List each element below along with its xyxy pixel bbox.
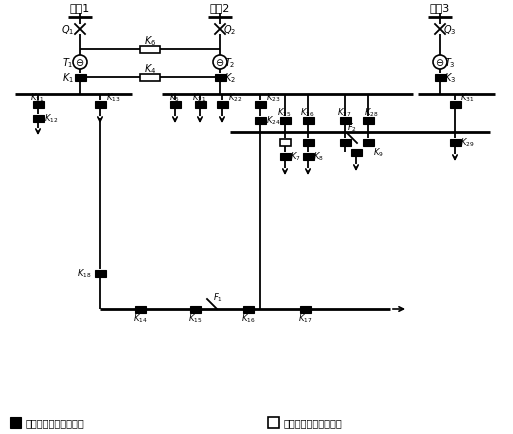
Text: $K_{16}$: $K_{16}$ bbox=[241, 312, 255, 325]
Bar bbox=[280, 139, 290, 146]
Text: $T_1$: $T_1$ bbox=[62, 56, 74, 70]
Bar bbox=[340, 117, 350, 124]
Text: $K_{24}$: $K_{24}$ bbox=[266, 115, 280, 127]
Text: $K_1$: $K_1$ bbox=[62, 71, 74, 85]
Circle shape bbox=[433, 56, 447, 70]
Bar bbox=[140, 46, 160, 53]
Text: $K_{29}$: $K_{29}$ bbox=[460, 136, 474, 149]
Bar bbox=[32, 101, 44, 108]
Bar bbox=[254, 117, 266, 124]
Text: $Q_2$: $Q_2$ bbox=[223, 23, 236, 37]
Text: 电源2: 电源2 bbox=[210, 3, 230, 13]
Bar bbox=[340, 139, 350, 146]
Text: $K_{26}$: $K_{26}$ bbox=[300, 106, 314, 119]
Bar bbox=[94, 101, 106, 108]
Text: $T_3$: $T_3$ bbox=[444, 56, 456, 70]
Bar bbox=[194, 101, 206, 108]
Text: 表示开关处于闭合状态: 表示开关处于闭合状态 bbox=[26, 417, 85, 427]
Text: $K_{15}$: $K_{15}$ bbox=[188, 312, 202, 325]
Text: $K_{25}$: $K_{25}$ bbox=[277, 106, 291, 119]
Text: $Q_1$: $Q_1$ bbox=[62, 23, 75, 37]
Bar bbox=[94, 270, 106, 277]
Bar bbox=[300, 306, 310, 313]
Bar bbox=[303, 153, 313, 160]
Bar bbox=[32, 115, 44, 122]
Text: $K_8$: $K_8$ bbox=[312, 151, 323, 163]
Bar bbox=[363, 139, 373, 146]
Text: $K_4$: $K_4$ bbox=[144, 62, 156, 76]
Bar bbox=[74, 74, 86, 81]
Text: $K_3$: $K_3$ bbox=[444, 71, 456, 85]
Bar bbox=[189, 306, 201, 313]
Bar bbox=[134, 306, 146, 313]
Bar bbox=[350, 149, 362, 156]
Text: $K_{13}$: $K_{13}$ bbox=[106, 92, 120, 104]
Text: 表示开关处于断开状态: 表示开关处于断开状态 bbox=[284, 417, 343, 427]
Text: $K_{31}$: $K_{31}$ bbox=[460, 92, 474, 104]
Text: $\ominus$: $\ominus$ bbox=[215, 57, 225, 68]
Text: $K_{23}$: $K_{23}$ bbox=[266, 92, 280, 104]
Text: $K_{14}$: $K_{14}$ bbox=[133, 312, 147, 325]
Text: $K_{21}$: $K_{21}$ bbox=[192, 92, 206, 104]
Text: 电源1: 电源1 bbox=[70, 3, 90, 13]
Bar bbox=[435, 74, 445, 81]
Bar bbox=[254, 101, 266, 108]
Text: $K_{11}$: $K_{11}$ bbox=[30, 92, 44, 104]
Text: 电源3: 电源3 bbox=[430, 3, 450, 13]
Text: $T_2$: $T_2$ bbox=[224, 56, 236, 70]
Bar bbox=[268, 417, 279, 428]
Bar bbox=[10, 417, 21, 428]
Text: $K_{12}$: $K_{12}$ bbox=[44, 112, 58, 125]
Bar bbox=[280, 117, 290, 124]
Text: $K_9$: $K_9$ bbox=[372, 146, 383, 159]
Bar bbox=[243, 306, 253, 313]
Bar bbox=[214, 74, 226, 81]
Text: $\ominus$: $\ominus$ bbox=[436, 57, 445, 68]
Bar bbox=[280, 153, 290, 160]
Text: $K_7$: $K_7$ bbox=[290, 151, 301, 163]
Text: $K_6$: $K_6$ bbox=[144, 34, 156, 48]
Bar bbox=[449, 139, 461, 146]
Text: $K_{22}$: $K_{22}$ bbox=[228, 92, 242, 104]
Text: $K_5$: $K_5$ bbox=[169, 92, 180, 104]
Text: $Q_3$: $Q_3$ bbox=[443, 23, 457, 37]
Text: $K_2$: $K_2$ bbox=[224, 71, 236, 85]
Bar bbox=[449, 101, 461, 108]
Text: $K_{18}$: $K_{18}$ bbox=[77, 267, 91, 279]
Bar bbox=[216, 101, 227, 108]
Text: $K_{17}$: $K_{17}$ bbox=[298, 312, 312, 325]
Bar bbox=[303, 117, 313, 124]
Circle shape bbox=[73, 56, 87, 70]
Text: $K_{27}$: $K_{27}$ bbox=[337, 106, 351, 119]
Bar bbox=[363, 117, 373, 124]
Bar bbox=[140, 74, 160, 81]
Bar bbox=[303, 139, 313, 146]
Text: $F_2$: $F_2$ bbox=[347, 122, 357, 134]
Circle shape bbox=[213, 56, 227, 70]
Text: $K_{28}$: $K_{28}$ bbox=[364, 106, 378, 119]
Bar bbox=[169, 101, 181, 108]
Text: $\ominus$: $\ominus$ bbox=[75, 57, 85, 68]
Text: $F_1$: $F_1$ bbox=[213, 291, 223, 303]
